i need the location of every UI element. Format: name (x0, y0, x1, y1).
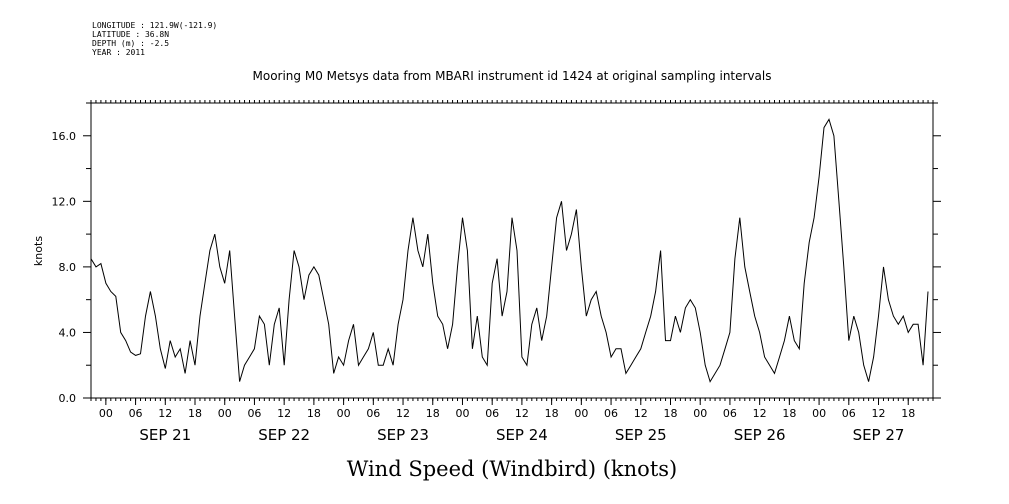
wind-speed-series-line (90, 118, 929, 383)
y-tick-labels: 0.0 4.0 8.0 12.0 16.0 (52, 130, 77, 405)
x-tick-label: 06 (247, 407, 261, 420)
x-day-label: SEP 25 (615, 426, 667, 444)
x-tick-label: 12 (277, 407, 291, 420)
depth-label: DEPTH (m) : -2.5 (92, 39, 170, 48)
x-tick-label: 06 (604, 407, 618, 420)
x-tick-label: 12 (158, 407, 172, 420)
x-axis-label: Wind Speed (Windbird) (knots) (347, 457, 677, 481)
y-tick-label: 4.0 (59, 326, 77, 339)
x-day-label: SEP 21 (139, 426, 191, 444)
x-tick-labels: 00 06 12 18 00 06 12 18 00 06 12 18 00 06 12 18 00 06 12 18… (99, 407, 915, 420)
x-tick-label: 00 (455, 407, 469, 420)
x-tick-label: 12 (872, 407, 886, 420)
x-tick-label: 18 (307, 407, 321, 420)
chart-title: Mooring M0 Metsys data from MBARI instru… (253, 69, 772, 83)
x-day-labels: SEP 21 SEP 22 SEP 23 SEP 24 SEP 25 SEP 26 SEP … (139, 426, 904, 444)
x-tick-label: 00 (99, 407, 113, 420)
x-day-label: SEP 27 (853, 426, 905, 444)
x-tick-label: 06 (366, 407, 380, 420)
y-tick-label: 16.0 (52, 130, 77, 143)
x-tick-label: 12 (396, 407, 410, 420)
x-tick-label: 06 (129, 407, 143, 420)
x-tick-label: 12 (753, 407, 767, 420)
y-tick-label: 8.0 (59, 261, 77, 274)
x-tick-label: 06 (723, 407, 737, 420)
x-tick-label: 18 (188, 407, 202, 420)
y-tick-label: 12.0 (52, 195, 77, 208)
x-tick-label: 00 (337, 407, 351, 420)
latitude-label: LATITUDE : 36.8N (92, 30, 170, 39)
x-tick-label: 18 (426, 407, 440, 420)
x-day-label: SEP 24 (496, 426, 548, 444)
x-tick-label: 06 (842, 407, 856, 420)
x-tick-label: 18 (545, 407, 559, 420)
axis-ticks (83, 100, 941, 405)
x-day-label: SEP 26 (734, 426, 786, 444)
x-day-label: SEP 23 (377, 426, 429, 444)
y-tick-label: 0.0 (59, 392, 77, 405)
x-day-label: SEP 22 (258, 426, 310, 444)
x-tick-label: 00 (218, 407, 232, 420)
x-tick-label: 00 (812, 407, 826, 420)
metadata-block: LONGITUDE : 121.9W(-121.9) LATITUDE : 36… (92, 21, 217, 57)
x-tick-label: 18 (782, 407, 796, 420)
longitude-label: LONGITUDE : 121.9W(-121.9) (92, 21, 218, 30)
x-tick-label: 06 (485, 407, 499, 420)
x-tick-label: 12 (515, 407, 529, 420)
x-tick-label: 00 (693, 407, 707, 420)
x-tick-label: 18 (663, 407, 677, 420)
year-label: YEAR : 2011 (92, 48, 145, 57)
x-tick-label: 12 (634, 407, 648, 420)
x-tick-label: 18 (901, 407, 915, 420)
y-axis-label: knots (32, 236, 45, 266)
x-tick-label: 00 (574, 407, 588, 420)
